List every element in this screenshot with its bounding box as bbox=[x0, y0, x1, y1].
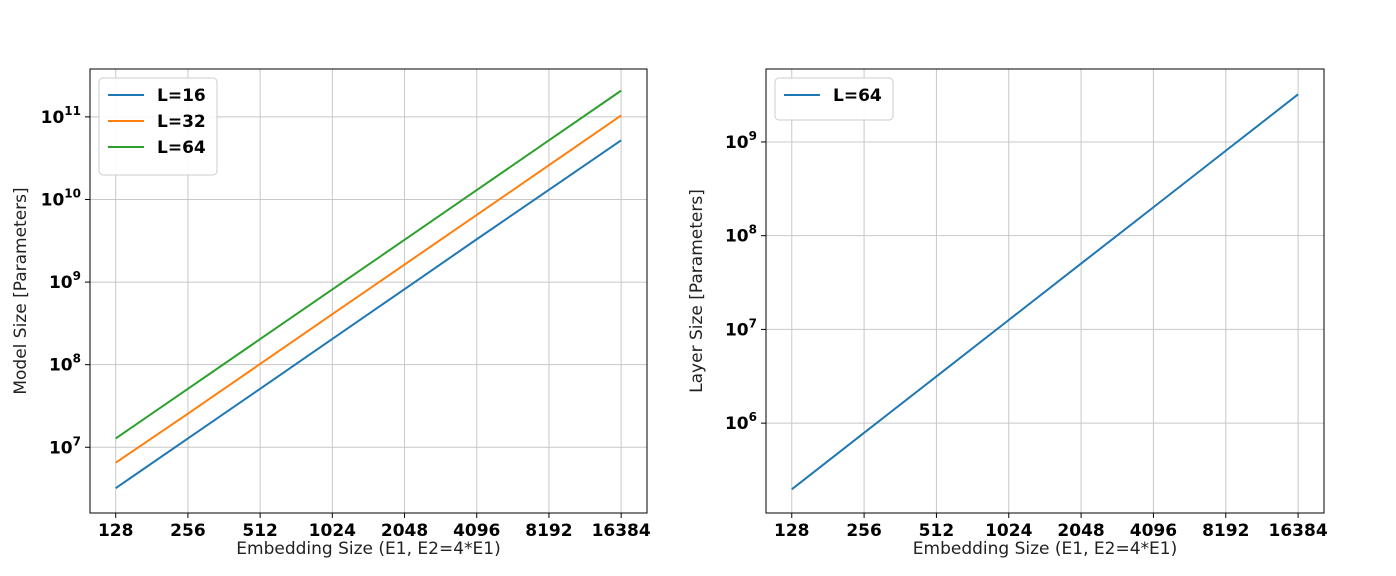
y-tick-label: 106 bbox=[725, 410, 757, 434]
series-line-l-64 bbox=[791, 93, 1299, 491]
legend-label: L=32 bbox=[157, 112, 206, 132]
legend-label: L=64 bbox=[833, 86, 882, 106]
x-tick-label: 4096 bbox=[1130, 521, 1177, 541]
legend: L=64 bbox=[774, 77, 894, 121]
legend-box bbox=[98, 77, 218, 176]
x-tick-label: 128 bbox=[774, 521, 810, 541]
x-tick-label: 128 bbox=[98, 521, 134, 541]
x-tick-label: 16384 bbox=[592, 521, 651, 541]
series-group bbox=[791, 93, 1299, 491]
series-line-l-64 bbox=[115, 89, 622, 440]
y-axis-label: Layer Size [Parameters] bbox=[687, 189, 707, 393]
x-tick-label: 1024 bbox=[309, 521, 356, 541]
x-tick-label: 16384 bbox=[1269, 521, 1328, 541]
legend-label: L=64 bbox=[157, 138, 206, 158]
gridlines bbox=[766, 69, 1324, 513]
x-tick-label: 8192 bbox=[525, 521, 572, 541]
legend: L=16 L=32 L=64 bbox=[98, 77, 218, 176]
y-tick-label: 109 bbox=[49, 269, 81, 293]
x-tick-label: 512 bbox=[242, 521, 278, 541]
y-tick-label: 1011 bbox=[41, 104, 81, 128]
x-tick-label: 512 bbox=[919, 521, 955, 541]
y-axis-label: Model Size [Parameters] bbox=[11, 187, 31, 394]
x-tick-label: 2048 bbox=[1057, 521, 1104, 541]
chart-2: 128 256 512 1024 2048 4096 8192 16384 106 107 108 1… bbox=[687, 68, 1328, 559]
x-tick-label: 2048 bbox=[381, 521, 428, 541]
y-tick-label: 1010 bbox=[41, 186, 81, 210]
x-tick-label: 256 bbox=[846, 521, 882, 541]
series-line-l-16 bbox=[115, 139, 622, 489]
x-tick-label: 1024 bbox=[985, 521, 1032, 541]
y-tick-label: 108 bbox=[725, 223, 757, 247]
gridlines bbox=[90, 69, 647, 513]
plot-frame bbox=[89, 68, 648, 514]
y-tick-label: 109 bbox=[725, 129, 757, 153]
series-line-l-32 bbox=[115, 114, 622, 464]
chart-1: 128 256 512 1024 2048 4096 8192 16384 107 108 109 1… bbox=[11, 68, 651, 559]
series-group bbox=[115, 89, 622, 489]
legend-box bbox=[774, 77, 894, 121]
y-tick-label: 107 bbox=[49, 434, 81, 458]
plot-frame bbox=[765, 68, 1325, 514]
x-tick-label: 4096 bbox=[453, 521, 500, 541]
x-axis-label: Embedding Size (E1, E2=4*E1) bbox=[236, 539, 500, 559]
y-tick-label: 108 bbox=[49, 352, 81, 376]
y-tick-label: 107 bbox=[725, 316, 757, 340]
x-axis-label: Embedding Size (E1, E2=4*E1) bbox=[913, 539, 1177, 559]
x-tick-label: 256 bbox=[170, 521, 206, 541]
x-tick-label: 8192 bbox=[1202, 521, 1249, 541]
legend-label: L=16 bbox=[157, 86, 206, 106]
